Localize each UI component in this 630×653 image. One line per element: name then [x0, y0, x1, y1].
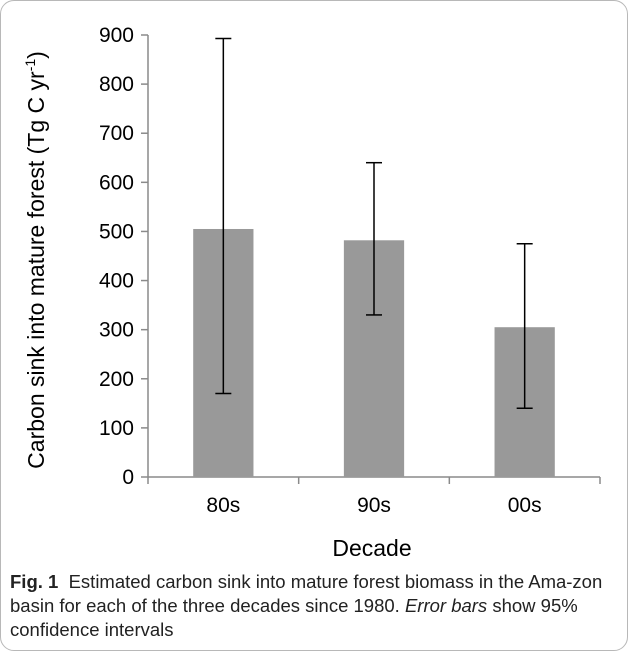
- y-axis-title: Carbon sink into mature forest (Tg C yr-…: [22, 51, 49, 469]
- y-tick-label: 900: [99, 24, 134, 47]
- y-tick-label: 500: [99, 220, 134, 243]
- y-tick-label: 600: [99, 171, 134, 194]
- x-tick-label: 90s: [357, 494, 391, 517]
- caption-italic-text: Error bars: [404, 595, 488, 616]
- y-axis-title-close: ): [23, 51, 49, 59]
- caption-text: Estimated carbon sink into mature forest…: [10, 571, 603, 616]
- y-axis: 0 100 200 300 400 500 600 700 800 900: [99, 24, 149, 489]
- x-tick-label: 00s: [508, 494, 542, 517]
- y-axis-title-superscript: -1: [22, 59, 38, 72]
- bar-chart: 0 100 200 300 400 500 600 700 800 900 80s 90s 00s D…: [22, 24, 601, 561]
- y-tick-label: 400: [99, 270, 134, 293]
- x-tick-label: 80s: [206, 494, 240, 517]
- y-tick-label: 300: [99, 319, 134, 342]
- x-axis-title: Decade: [332, 535, 411, 561]
- y-axis-title-main: Carbon sink into mature forest (Tg C yr: [23, 71, 49, 469]
- y-tick-label: 800: [99, 73, 134, 96]
- caption-label: Fig. 1: [10, 571, 59, 592]
- x-axis: 80s 90s 00s: [147, 476, 601, 517]
- y-tick-label: 0: [122, 466, 134, 489]
- y-tick-label: 700: [99, 122, 134, 145]
- y-tick-label: 200: [99, 368, 134, 391]
- error-bars: [215, 37, 533, 409]
- y-tick-label: 100: [99, 417, 134, 440]
- caption-text-end: show 95% confidence intervals: [10, 595, 578, 640]
- figure-caption: Fig. 1 Estimated carbon sink into mature…: [10, 570, 615, 642]
